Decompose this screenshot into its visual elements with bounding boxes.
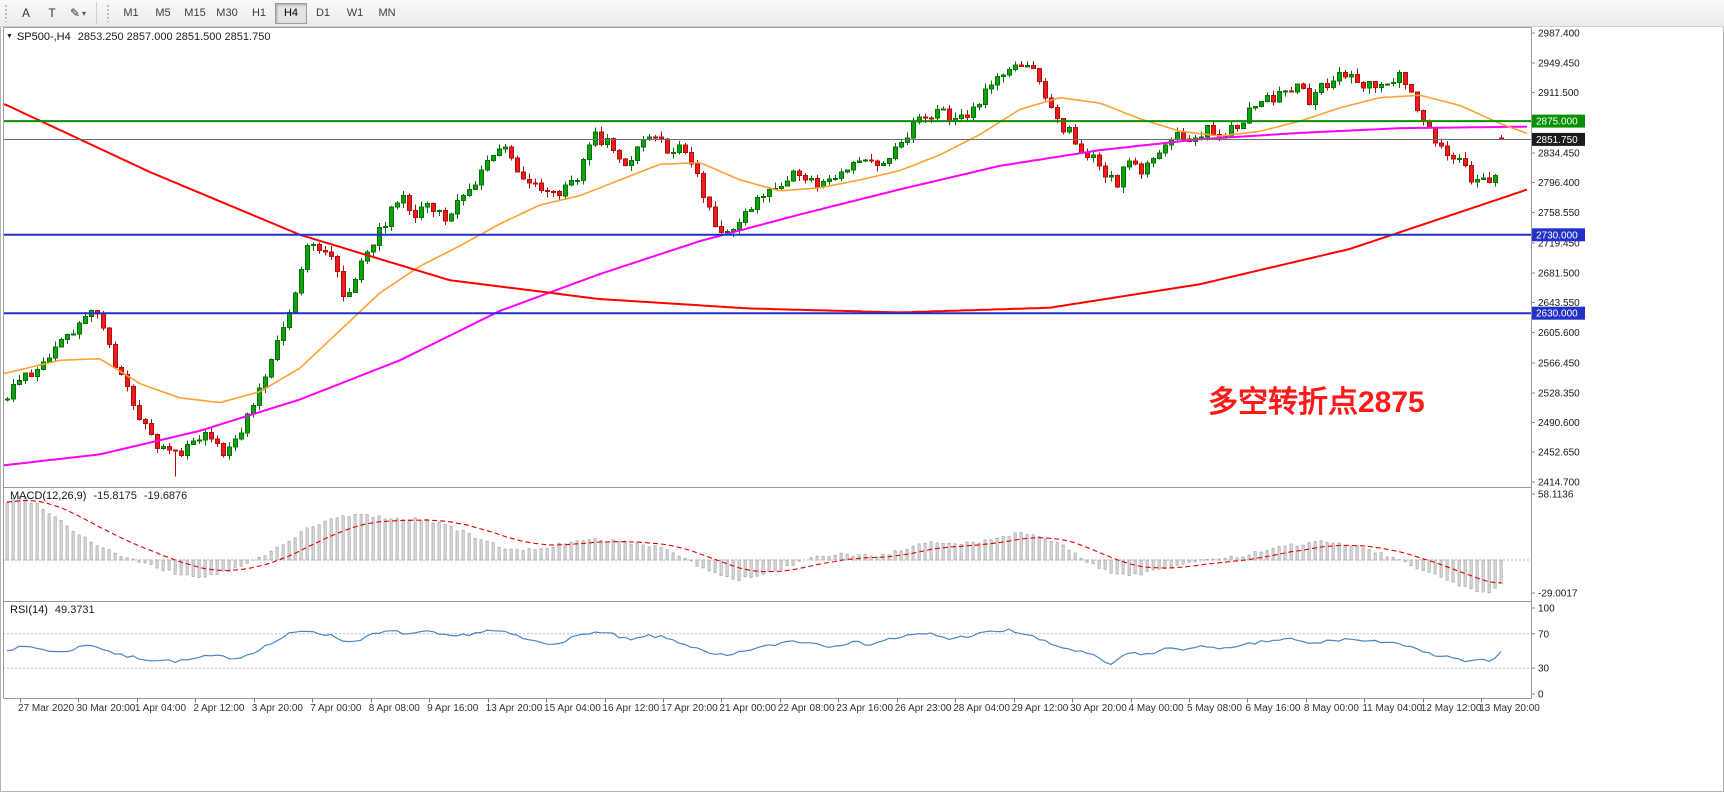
macd-value-signal: -19.6876 — [143, 490, 188, 502]
svg-text:22 Apr 08:00: 22 Apr 08:00 — [778, 703, 835, 714]
chart-frame — [3, 27, 1532, 699]
svg-text:23 Apr 16:00: 23 Apr 16:00 — [836, 703, 893, 714]
svg-text:0: 0 — [1538, 690, 1544, 701]
svg-text:4 May 00:00: 4 May 00:00 — [1129, 703, 1184, 714]
main-toolbar: A T ✎ ▾ M1 M5 M15 M30 H1 H4 D1 W1 MN — [0, 0, 1724, 27]
symbol-ohlc-label: ▼ SP500-,H4 2853.250 2857.000 2851.500 285… — [6, 31, 270, 43]
timeframe-button-m5[interactable]: M5 — [155, 7, 171, 19]
toolbar-separator — [96, 2, 97, 24]
time-axis: 27 Mar 2020 30 Mar 20:00 1 Apr 04:00 2 Apr … — [18, 698, 1540, 714]
svg-text:2414.700: 2414.700 — [1538, 478, 1580, 489]
macd-pane: 58.1136 -29.0017 — [3, 490, 1578, 600]
svg-text:2719.450: 2719.450 — [1538, 239, 1580, 250]
tools-toolbar: A T ✎ ▾ — [13, 2, 91, 24]
tool-button-text-a[interactable]: A — [21, 6, 30, 20]
svg-text:2875.000: 2875.000 — [1536, 117, 1578, 128]
svg-text:17 Apr 20:00: 17 Apr 20:00 — [661, 703, 718, 714]
ma-orange-line — [2, 94, 1528, 404]
svg-text:16 Apr 12:00: 16 Apr 12:00 — [603, 703, 660, 714]
svg-text:2834.450: 2834.450 — [1538, 148, 1580, 159]
macd-label: MACD(12,26,9) -15.8175 -19.6876 — [10, 490, 187, 502]
svg-text:27 Mar 2020: 27 Mar 2020 — [18, 703, 75, 714]
svg-text:6 May 16:00: 6 May 16:00 — [1245, 703, 1300, 714]
svg-text:2 Apr 12:00: 2 Apr 12:00 — [193, 703, 245, 714]
svg-text:2605.600: 2605.600 — [1538, 328, 1580, 339]
price-chip-2875.000: 2875.000 — [1532, 114, 1585, 128]
svg-text:7 Apr 00:00: 7 Apr 00:00 — [310, 703, 362, 714]
rsi-line — [6, 628, 1502, 666]
price-chip-2630.000: 2630.000 — [1532, 306, 1585, 320]
timeframe-button-m15[interactable]: M15 — [184, 7, 206, 19]
svg-text:-29.0017: -29.0017 — [1538, 589, 1578, 600]
svg-text:2528.350: 2528.350 — [1538, 388, 1580, 399]
ma-red-line — [2, 102, 1528, 314]
svg-text:11 May 04:00: 11 May 04:00 — [1362, 703, 1422, 714]
timeframe-button-m30[interactable]: M30 — [216, 7, 238, 19]
macd-signal-line — [6, 499, 1502, 584]
svg-text:2452.650: 2452.650 — [1538, 448, 1580, 459]
svg-text:2949.450: 2949.450 — [1538, 58, 1580, 69]
timeframe-toolbar-grip[interactable] — [106, 4, 111, 22]
svg-text:70: 70 — [1538, 629, 1550, 640]
svg-text:8 Apr 08:00: 8 Apr 08:00 — [369, 703, 421, 714]
timeframe-button-m1[interactable]: M1 — [123, 7, 139, 19]
ohlc-values: 2853.250 2857.000 2851.500 2851.750 — [77, 31, 271, 43]
timeframe-button-h4[interactable]: H4 — [275, 2, 307, 24]
candles-layer — [5, 61, 1504, 477]
macd-name: MACD(12,26,9) — [10, 490, 87, 502]
collapse-triangle-icon[interactable]: ▼ — [6, 33, 13, 40]
svg-text:2630.000: 2630.000 — [1536, 309, 1578, 320]
svg-text:1 Apr 04:00: 1 Apr 04:00 — [135, 703, 187, 714]
svg-text:8 May 00:00: 8 May 00:00 — [1304, 703, 1359, 714]
timeframe-button-d1[interactable]: D1 — [315, 7, 331, 19]
svg-text:15 Apr 04:00: 15 Apr 04:00 — [544, 703, 601, 714]
svg-text:2643.550: 2643.550 — [1538, 298, 1580, 309]
timeframe-button-mn[interactable]: MN — [378, 7, 396, 19]
price-chip-2730.000: 2730.000 — [1532, 228, 1585, 241]
svg-text:9 Apr 16:00: 9 Apr 16:00 — [427, 703, 479, 714]
svg-text:30 Apr 20:00: 30 Apr 20:00 — [1070, 703, 1127, 714]
svg-text:2566.450: 2566.450 — [1538, 359, 1580, 370]
svg-text:26 Apr 23:00: 26 Apr 23:00 — [895, 703, 952, 714]
svg-text:29 Apr 12:00: 29 Apr 12:00 — [1012, 703, 1069, 714]
svg-text:100: 100 — [1538, 604, 1555, 615]
timeframe-button-h1[interactable]: H1 — [251, 7, 267, 19]
svg-text:21 Apr 00:00: 21 Apr 00:00 — [719, 703, 776, 714]
svg-text:2490.600: 2490.600 — [1538, 418, 1580, 429]
tool-button-text-t[interactable]: T — [48, 6, 56, 20]
svg-text:13 May 20:00: 13 May 20:00 — [1479, 703, 1540, 714]
svg-text:12 May 12:00: 12 May 12:00 — [1421, 703, 1482, 714]
rsi-value: 49.3731 — [54, 604, 95, 616]
svg-text:3 Apr 20:00: 3 Apr 20:00 — [252, 703, 304, 714]
svg-text:2987.400: 2987.400 — [1538, 29, 1580, 40]
svg-text:58.1136: 58.1136 — [1538, 490, 1574, 501]
svg-text:28 Apr 04:00: 28 Apr 04:00 — [953, 703, 1010, 714]
chart-canvas[interactable]: 58.1136-29.0017100703002987.4002949.4502… — [0, 27, 1724, 792]
bid-price-chip: 2851.750 — [1532, 132, 1585, 146]
svg-text:2796.400: 2796.400 — [1538, 178, 1580, 189]
ma-magenta-line — [2, 125, 1528, 467]
svg-text:2911.500: 2911.500 — [1538, 88, 1579, 99]
rsi-pane: 100 70 30 0 — [3, 604, 1555, 701]
svg-text:2758.550: 2758.550 — [1538, 208, 1580, 219]
annotation-text[interactable]: 多空转折点2875 — [1208, 386, 1425, 419]
svg-text:13 Apr 20:00: 13 Apr 20:00 — [486, 703, 543, 714]
timeframe-toolbar: M1 M5 M15 M30 H1 H4 D1 W1 MN — [115, 2, 403, 24]
svg-text:5 May 08:00: 5 May 08:00 — [1187, 703, 1242, 714]
macd-value-main: -15.8175 — [93, 490, 137, 502]
symbol-name: SP500-,H4 — [16, 31, 71, 43]
timeframe-button-w1[interactable]: W1 — [346, 7, 364, 19]
svg-text:30 Mar 20:00: 30 Mar 20:00 — [76, 703, 135, 714]
rsi-label: RSI(14) 49.3731 — [10, 604, 95, 616]
rsi-name: RSI(14) — [10, 604, 48, 616]
tool-button-draw-tools[interactable]: ✎ ▾ — [69, 6, 87, 20]
svg-text:2681.500: 2681.500 — [1538, 268, 1580, 279]
svg-text:2851.750: 2851.750 — [1536, 135, 1578, 146]
tools-toolbar-grip[interactable] — [4, 4, 9, 22]
svg-text:2730.000: 2730.000 — [1536, 230, 1578, 241]
price-axis: 2987.400 2949.450 2911.500 2834.450 2796.400… — [1532, 29, 1585, 489]
dropdown-caret-icon: ▾ — [82, 8, 87, 18]
svg-text:30: 30 — [1538, 664, 1550, 675]
